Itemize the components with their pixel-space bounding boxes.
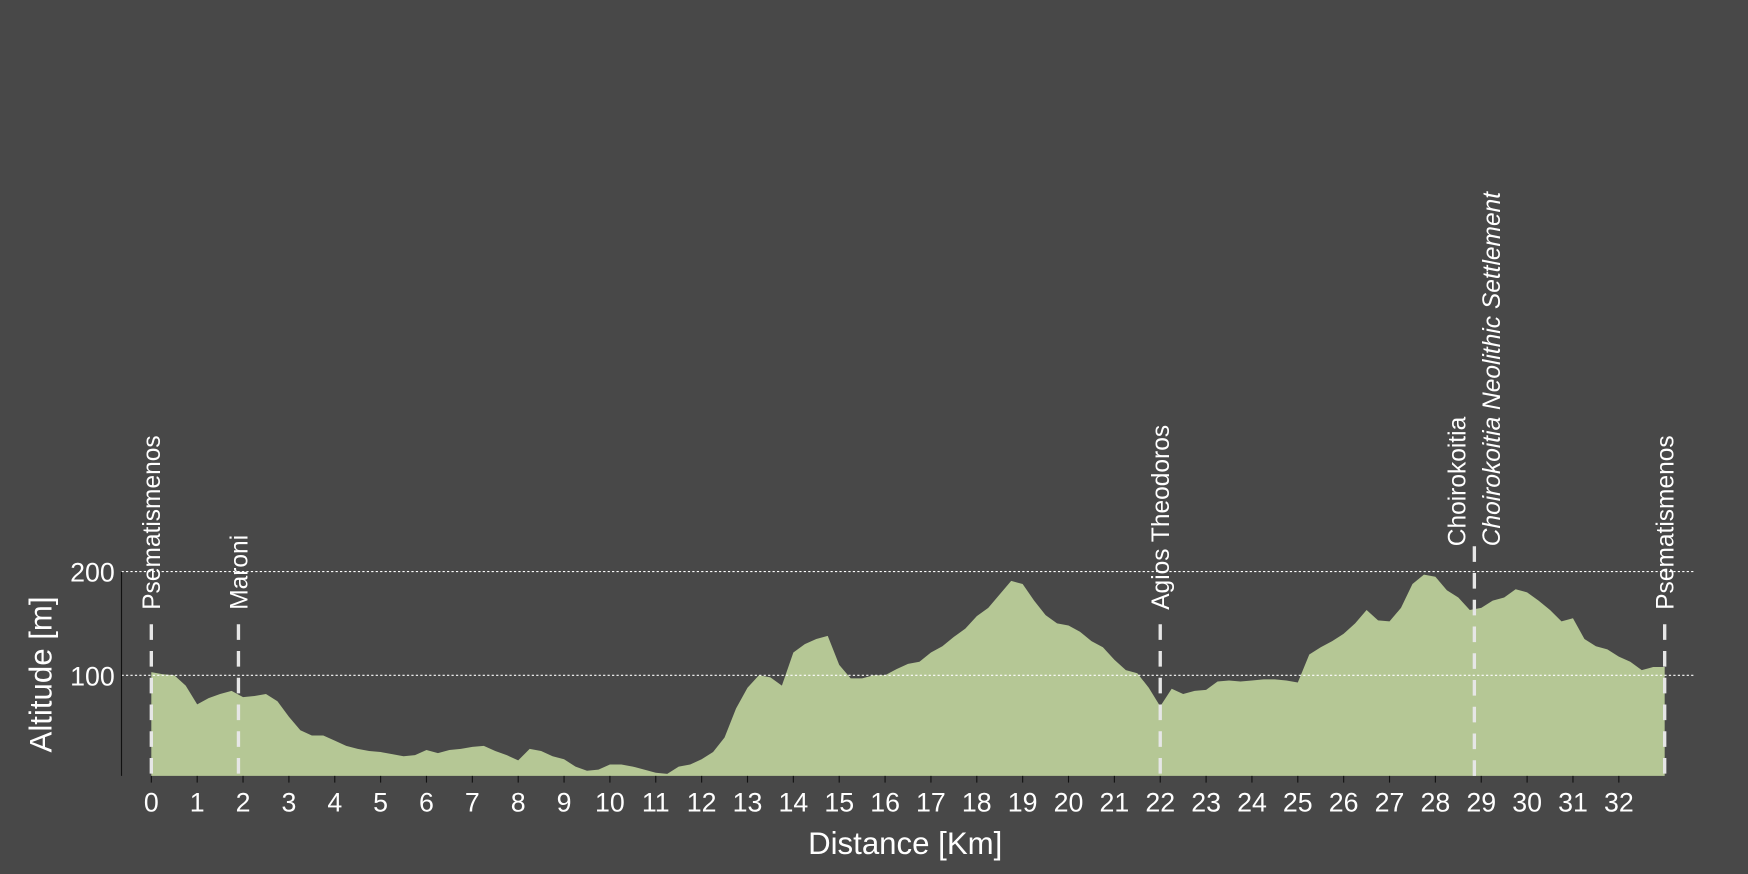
x-tick-label: 21 xyxy=(1099,788,1129,818)
x-tick-label: 11 xyxy=(642,788,670,818)
x-tick-label: 22 xyxy=(1145,788,1175,818)
x-axis-title: Distance [Km] xyxy=(808,826,1002,861)
x-tick-label: 29 xyxy=(1466,788,1496,818)
x-tick-label: 9 xyxy=(557,788,572,818)
x-tick-label: 8 xyxy=(511,788,526,818)
marker-label: Psematismenos xyxy=(139,435,166,609)
x-tick-label: 3 xyxy=(281,788,296,818)
x-tick-label: 30 xyxy=(1512,788,1542,818)
marker-label: Maroni xyxy=(226,535,253,610)
x-tick-label: 1 xyxy=(190,788,205,818)
x-tick-label: 6 xyxy=(419,788,434,818)
x-tick-label: 2 xyxy=(236,788,251,818)
x-tick-label: 32 xyxy=(1604,788,1634,818)
y-tick-label: 100 xyxy=(70,661,115,691)
x-tick-label: 15 xyxy=(824,788,854,818)
x-tick-label: 12 xyxy=(687,788,717,818)
x-tick-label: 25 xyxy=(1283,788,1313,818)
x-tick-label: 10 xyxy=(595,788,625,818)
x-tick-label: 23 xyxy=(1191,788,1221,818)
x-tick-label: 13 xyxy=(733,788,763,818)
marker-label: Psematismenos xyxy=(1653,435,1680,609)
x-tick-label: 4 xyxy=(327,788,342,818)
x-tick-label: 14 xyxy=(778,788,808,818)
x-tick-label: 19 xyxy=(1008,788,1038,818)
marker-label: Choirokoitia Neolithic Settlement xyxy=(1479,191,1506,546)
x-tick-label: 17 xyxy=(916,788,946,818)
x-tick-label: 20 xyxy=(1054,788,1084,818)
marker-label: Agios Theodoros xyxy=(1148,425,1175,610)
x-tick-label: 27 xyxy=(1375,788,1405,818)
marker-label: Choirokoitia xyxy=(1444,416,1471,546)
x-tick-label: 31 xyxy=(1558,788,1588,818)
x-tick-label: 7 xyxy=(465,788,480,818)
y-axis-title: Altitude [m] xyxy=(23,596,58,752)
x-tick-label: 18 xyxy=(962,788,992,818)
x-tick-label: 24 xyxy=(1237,788,1267,818)
x-tick-label: 5 xyxy=(373,788,388,818)
x-tick-label: 26 xyxy=(1329,788,1359,818)
x-tick-label: 0 xyxy=(144,788,159,818)
y-tick-label: 200 xyxy=(70,558,115,588)
x-tick-label: 16 xyxy=(870,788,900,818)
x-tick-label: 28 xyxy=(1421,788,1451,818)
